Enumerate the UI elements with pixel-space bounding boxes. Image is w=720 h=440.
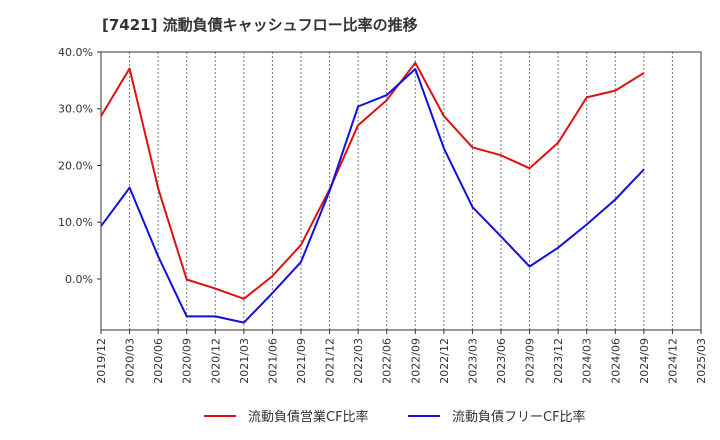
y-axis-ticks: 0.0% 10.0% 20.0% 30.0% 40.0% — [58, 46, 101, 286]
y-tick-label: 30.0% — [58, 103, 93, 116]
x-tick-label: 2024/06 — [609, 338, 622, 384]
chart-title: [7421] 流動負債キャッシュフロー比率の推移 — [102, 16, 418, 34]
x-tick-label: 2020/12 — [209, 338, 222, 384]
y-tick-label: 20.0% — [58, 159, 93, 172]
x-tick-label: 2021/06 — [266, 338, 279, 384]
y-tick-label: 10.0% — [58, 216, 93, 229]
x-tick-label: 2022/06 — [381, 338, 394, 384]
x-tick-label: 2021/12 — [324, 338, 337, 384]
x-tick-label: 2024/03 — [581, 338, 594, 384]
series-lines — [100, 61, 645, 324]
x-tick-label: 2022/09 — [409, 338, 422, 384]
x-tick-label: 2019/12 — [95, 338, 108, 384]
x-tick-label: 2020/03 — [124, 338, 137, 384]
x-axis-ticks: 2019/12 2020/03 2020/06 2020/09 2020/12 2021/… — [95, 330, 708, 384]
x-tick-label: 2020/09 — [181, 338, 194, 384]
grid-lines — [129, 52, 673, 330]
y-tick-label: 0.0% — [65, 273, 93, 286]
x-tick-label: 2023/03 — [466, 338, 479, 384]
x-tick-label: 2023/06 — [495, 338, 508, 384]
plot-frame — [100, 51, 702, 331]
x-tick-label: 2024/12 — [666, 338, 679, 384]
x-tick-label: 2021/09 — [295, 338, 308, 384]
legend-label-1: 流動負債営業CF比率 — [248, 409, 369, 425]
series-line-1 — [100, 61, 645, 300]
y-tick-label: 40.0% — [58, 46, 93, 59]
x-tick-label: 2023/12 — [552, 338, 565, 384]
x-tick-label: 2024/09 — [638, 338, 651, 384]
legend: 流動負債営業CF比率 流動負債フリーCF比率 — [204, 409, 586, 425]
x-tick-label: 2023/09 — [524, 338, 537, 384]
legend-label-2: 流動負債フリーCF比率 — [452, 409, 586, 425]
x-tick-label: 2020/06 — [152, 338, 165, 384]
x-tick-label: 2022/12 — [438, 338, 451, 384]
x-tick-label: 2021/03 — [238, 338, 251, 384]
x-tick-label: 2025/03 — [695, 338, 708, 384]
x-tick-label: 2022/03 — [352, 338, 365, 384]
series-line-2 — [100, 68, 645, 324]
